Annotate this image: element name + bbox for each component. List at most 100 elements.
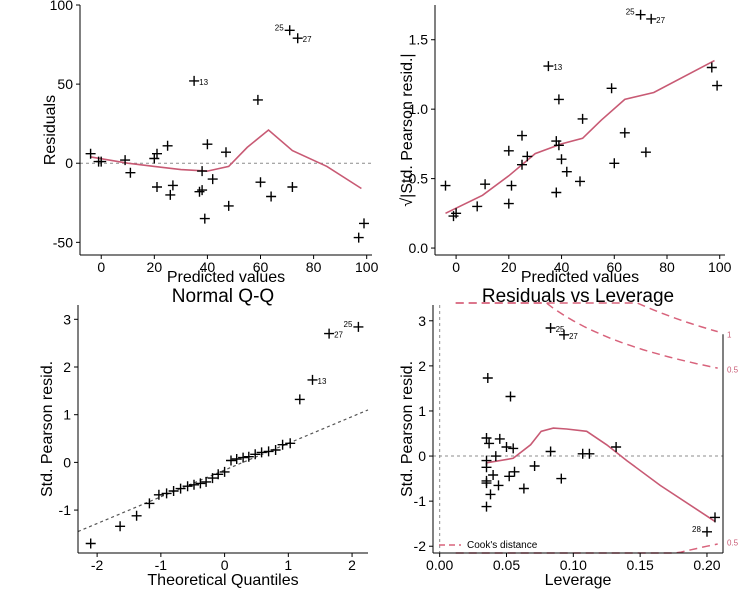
x-tick-label: 0.20 [693,557,720,573]
y-axis-title: √|Std. Pearson resid.| [399,53,416,206]
x-tick-label: 60 [606,259,622,275]
data-point [152,148,162,159]
data-point [250,449,261,460]
data-point [96,156,107,167]
data-point [640,147,651,158]
data-point [522,151,533,162]
qq-reference-line [77,409,369,533]
data-point [294,394,305,405]
smooth-line [486,427,716,523]
data-point [556,154,567,165]
x-tick-label: 100 [355,259,379,275]
data-point [481,501,492,512]
y-tick-label: 0.0 [409,240,429,256]
data-point [517,159,527,170]
y-tick-label: 1.5 [409,32,429,48]
data-point [197,166,208,177]
x-tick-label: 80 [659,259,675,275]
x-tick-label: -1 [155,557,168,573]
point-label: 25 [275,23,284,32]
x-tick-label: 60 [253,259,269,275]
x-tick-label: 0.05 [493,557,520,573]
data-point [182,481,193,492]
panel-title: Normal Q-Q [172,286,274,307]
data-point [131,510,142,521]
smooth-line [445,59,715,215]
data-point [506,180,517,191]
data-point [149,153,160,164]
y-tick-label: -50 [53,234,73,250]
data-point [611,442,622,452]
x-tick-label: 0 [452,259,460,275]
data-point [561,166,572,177]
data-point [238,452,249,463]
data-point [551,136,562,147]
x-tick-label: 20 [501,259,517,275]
panel-scaleloc: 13 25 27 0 20 40 60 80 100 0.0 0.5 1.0 1.5 Predicted … [399,5,732,286]
data-point [307,374,318,385]
x-tick-label: 0 [97,259,105,275]
point-label: 27 [656,16,665,25]
data-point [490,451,501,462]
data-point [606,83,617,94]
data-point [635,9,646,20]
data-point [359,218,369,229]
data-point [125,167,136,178]
cooks-label-0.5-upper: 0.5 [727,365,739,374]
y-tick-label: 2 [418,358,426,374]
data-point [509,466,520,477]
data-point [270,445,281,455]
y-tick-label: 0.5 [409,171,429,187]
data-point [481,433,492,443]
y-tick-label: 1 [63,407,71,423]
data-point [482,373,493,383]
data-point [706,62,717,73]
data-point [619,127,630,138]
data-point [493,480,504,491]
data-point [287,182,298,192]
y-tick-label: -2 [414,538,427,554]
data-point [505,391,516,402]
data-point [167,180,178,191]
data-point [503,198,514,209]
data-point [168,486,179,496]
x-tick-label: 2 [348,557,356,573]
panel-resfit: 13 25 27 0 20 40 60 80 100 -50 0 50 100 Predicted val… [42,0,379,286]
data-point [551,187,562,198]
data-point [189,479,199,490]
y-tick-label: 2 [63,359,71,375]
x-tick-label: 0.00 [426,557,453,573]
data-point [195,478,206,489]
cooks-distance-0.5-upper [455,302,718,369]
data-point [488,470,499,480]
y-tick-label: 0 [65,155,73,171]
data-point [277,439,288,450]
data-point [162,140,173,151]
cooks-label-0.5-lower: 0.5 [727,539,739,548]
data-point [353,232,364,243]
y-axis-title: Std. Pearson resid. [39,361,56,497]
data-point [577,113,588,124]
data-point [518,483,529,494]
data-point [440,180,451,191]
data-point [115,521,126,532]
point-label: 27 [303,35,312,44]
data-point [353,321,364,332]
point-label: 13 [553,63,562,72]
y-tick-label: 0 [418,448,426,464]
data-point [223,200,234,211]
data-point [710,512,720,523]
data-point [266,191,277,202]
data-point [504,471,515,482]
data-point [165,189,176,200]
x-tick-label: 100 [708,259,732,275]
point-label: 27 [569,332,578,341]
y-tick-label: -1 [59,502,72,518]
data-point [646,13,657,24]
y-tick-label: 3 [63,311,71,327]
data-point [85,148,96,159]
data-point [545,323,556,333]
data-point [202,139,213,150]
x-axis-title: Theoretical Quantiles [147,572,298,589]
